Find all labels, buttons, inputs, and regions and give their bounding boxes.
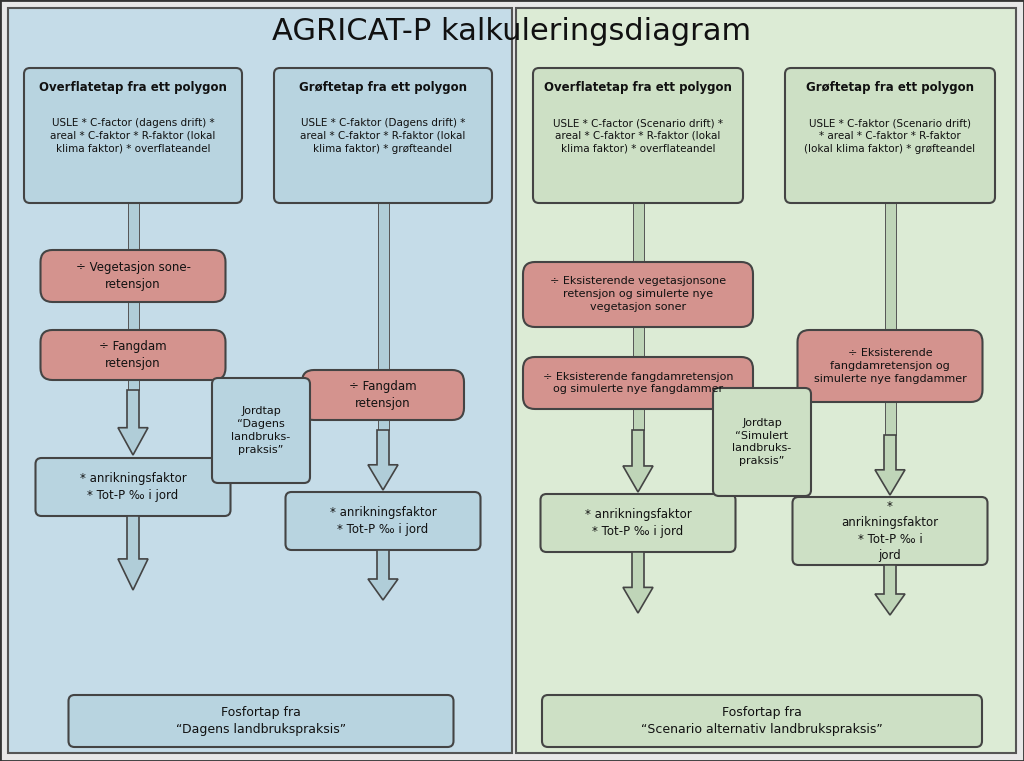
Bar bbox=[633, 409, 643, 430]
FancyBboxPatch shape bbox=[713, 388, 811, 496]
Bar bbox=[378, 420, 388, 430]
Bar bbox=[128, 380, 138, 390]
FancyBboxPatch shape bbox=[274, 68, 492, 203]
FancyBboxPatch shape bbox=[36, 458, 230, 516]
FancyBboxPatch shape bbox=[69, 695, 454, 747]
FancyBboxPatch shape bbox=[541, 494, 735, 552]
Text: * anrikningsfaktor
* Tot-P ‰ i jord: * anrikningsfaktor * Tot-P ‰ i jord bbox=[80, 473, 186, 501]
Bar bbox=[128, 302, 138, 330]
Text: Fosfortap fra
“Scenario alternativ landbrukspraksis”: Fosfortap fra “Scenario alternativ landb… bbox=[641, 706, 883, 736]
FancyBboxPatch shape bbox=[542, 695, 982, 747]
Text: * anrikningsfaktor
* Tot-P ‰ i jord: * anrikningsfaktor * Tot-P ‰ i jord bbox=[330, 506, 436, 536]
Text: Fosfortap fra
“Dagens landbrukspraksis”: Fosfortap fra “Dagens landbrukspraksis” bbox=[176, 706, 346, 736]
Text: ÷ Eksisterende
fangdamretensjon og
simulerte nye fangdammer: ÷ Eksisterende fangdamretensjon og simul… bbox=[814, 349, 967, 384]
Polygon shape bbox=[874, 435, 905, 495]
FancyBboxPatch shape bbox=[286, 492, 480, 550]
Bar bbox=[516, 8, 1016, 753]
Bar bbox=[8, 8, 512, 753]
Text: Grøftetap fra ett polygon: Grøftetap fra ett polygon bbox=[299, 81, 467, 94]
Text: ÷ Fangdam
retensjon: ÷ Fangdam retensjon bbox=[349, 380, 417, 409]
FancyBboxPatch shape bbox=[523, 262, 753, 327]
FancyBboxPatch shape bbox=[798, 330, 982, 402]
FancyBboxPatch shape bbox=[41, 250, 225, 302]
Text: ÷ Eksisterende fangdamretensjon
og simulerte nye fangdammer: ÷ Eksisterende fangdamretensjon og simul… bbox=[543, 371, 733, 394]
Text: AGRICAT-P kalkuleringsdiagram: AGRICAT-P kalkuleringsdiagram bbox=[272, 18, 752, 46]
FancyBboxPatch shape bbox=[24, 68, 242, 203]
FancyBboxPatch shape bbox=[212, 378, 310, 483]
Polygon shape bbox=[623, 430, 653, 492]
Bar bbox=[633, 327, 643, 357]
Text: USLE * C-factor (Scenario drift) *
areal * C-faktor * R-faktor (lokal
klima fakt: USLE * C-factor (Scenario drift) * areal… bbox=[553, 118, 723, 154]
Bar bbox=[885, 402, 896, 435]
Text: *
anrikningsfaktor
* Tot-P ‰ i
jord: * anrikningsfaktor * Tot-P ‰ i jord bbox=[842, 500, 939, 562]
FancyBboxPatch shape bbox=[41, 330, 225, 380]
Text: Overflatetap fra ett polygon: Overflatetap fra ett polygon bbox=[544, 81, 732, 94]
Polygon shape bbox=[368, 430, 398, 490]
Text: USLE * C-factor (dagens drift) *
areal * C-faktor * R-faktor (lokal
klima faktor: USLE * C-factor (dagens drift) * areal *… bbox=[50, 118, 216, 154]
Text: USLE * C-faktor (Scenario drift)
* areal * C-faktor * R-faktor
(lokal klima fakt: USLE * C-faktor (Scenario drift) * areal… bbox=[805, 118, 976, 154]
Text: Jordtap
“Simulert
landbruks-
praksis”: Jordtap “Simulert landbruks- praksis” bbox=[732, 418, 792, 466]
Text: Overflatetap fra ett polygon: Overflatetap fra ett polygon bbox=[39, 81, 227, 94]
Bar bbox=[378, 203, 388, 370]
Text: ÷ Vegetasjon sone-
retensjon: ÷ Vegetasjon sone- retensjon bbox=[76, 261, 190, 291]
Polygon shape bbox=[623, 552, 653, 613]
Polygon shape bbox=[118, 516, 148, 590]
Bar bbox=[128, 203, 138, 250]
Polygon shape bbox=[874, 565, 905, 615]
FancyBboxPatch shape bbox=[793, 497, 987, 565]
Bar bbox=[885, 203, 896, 330]
Bar bbox=[633, 203, 643, 262]
FancyBboxPatch shape bbox=[785, 68, 995, 203]
Polygon shape bbox=[118, 390, 148, 455]
FancyBboxPatch shape bbox=[523, 357, 753, 409]
FancyBboxPatch shape bbox=[302, 370, 464, 420]
Text: USLE * C-faktor (Dagens drift) *
areal * C-faktor * R-faktor (lokal
klima faktor: USLE * C-faktor (Dagens drift) * areal *… bbox=[300, 118, 466, 154]
Polygon shape bbox=[368, 550, 398, 600]
Text: Grøftetap fra ett polygon: Grøftetap fra ett polygon bbox=[806, 81, 974, 94]
Text: Jordtap
“Dagens
landbruks-
praksis”: Jordtap “Dagens landbruks- praksis” bbox=[231, 406, 291, 455]
Text: * anrikningsfaktor
* Tot-P ‰ i jord: * anrikningsfaktor * Tot-P ‰ i jord bbox=[585, 508, 691, 538]
FancyBboxPatch shape bbox=[534, 68, 743, 203]
Text: ÷ Eksisterende vegetasjonsone
retensjon og simulerte nye
vegetasjon soner: ÷ Eksisterende vegetasjonsone retensjon … bbox=[550, 276, 726, 312]
Text: ÷ Fangdam
retensjon: ÷ Fangdam retensjon bbox=[99, 340, 167, 370]
